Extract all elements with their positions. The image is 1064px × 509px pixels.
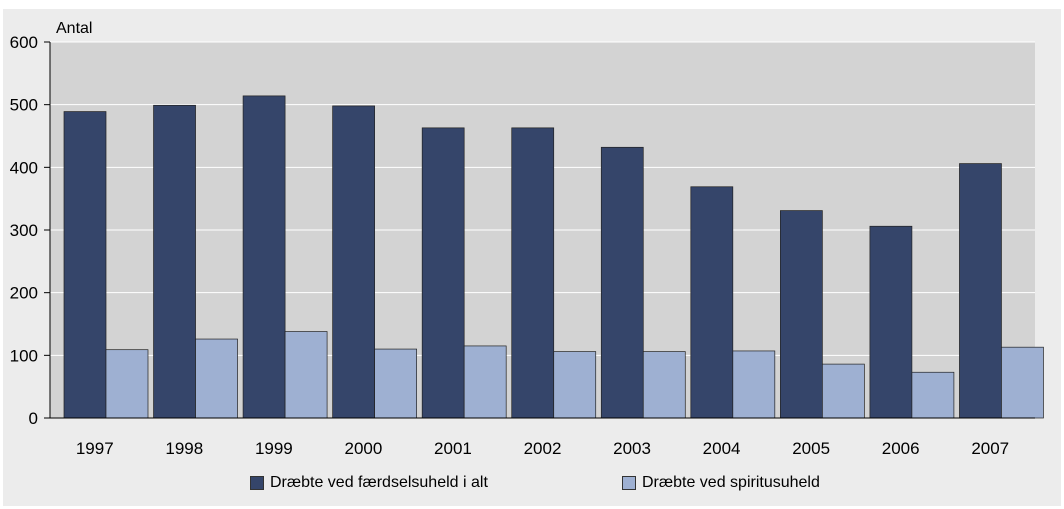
y-tick-label: 300 — [10, 221, 38, 240]
bar-alcohol — [732, 350, 776, 419]
x-tick-label: 2004 — [703, 439, 741, 458]
x-tick-label: 2006 — [882, 439, 920, 458]
legend-label-alcohol: Dræbte ved spiritusuheld — [642, 474, 820, 491]
legend-label-total: Dræbte ved færdselsuheld i alt — [270, 474, 488, 491]
bar-total — [332, 105, 375, 419]
y-axis-label: Antal — [56, 20, 92, 37]
bar-alcohol — [1001, 346, 1044, 419]
bar-alcohol — [105, 349, 149, 419]
bar-alcohol — [553, 351, 597, 419]
x-tick-label: 1999 — [255, 439, 293, 458]
bar-alcohol — [374, 348, 417, 419]
bar-alcohol — [195, 338, 238, 419]
legend-item-alcohol: Dræbte ved spiritusuheld — [622, 474, 820, 492]
bar-total — [600, 146, 644, 419]
axes: 0 100 200 300 400 500 600 1997 1998 1999 2000 2001 2… — [10, 33, 1035, 458]
x-tick-label: 2005 — [792, 439, 830, 458]
bar-alcohol — [463, 345, 507, 419]
bar-alcohol — [642, 351, 686, 419]
y-tick-label: 100 — [10, 346, 38, 365]
x-tick-label: 2007 — [971, 439, 1009, 458]
y-tick-label: 0 — [29, 409, 38, 428]
bar-total — [511, 127, 555, 419]
bar-total — [690, 186, 734, 419]
y-tick-label: 200 — [10, 284, 38, 303]
bar-alcohol — [911, 371, 955, 419]
y-tick-label: 600 — [10, 33, 38, 52]
bar-total — [153, 104, 196, 419]
x-tick-label: 2001 — [434, 439, 472, 458]
y-tick-label: 500 — [10, 96, 38, 115]
bar-alcohol — [284, 331, 328, 419]
x-tick-label: 1998 — [165, 439, 203, 458]
x-tick-label: 2003 — [613, 439, 651, 458]
legend-item-total: Dræbte ved færdselsuheld i alt — [250, 474, 488, 492]
x-tick-label: 2000 — [344, 439, 382, 458]
legend-swatch-alcohol — [622, 476, 636, 490]
bar-total — [242, 95, 286, 419]
bar-total — [959, 163, 1002, 419]
legend: Dræbte ved færdselsuheld i alt Dræbte ve… — [0, 474, 1064, 498]
y-tick-label: 400 — [10, 158, 38, 177]
bar-total — [869, 225, 913, 419]
legend-swatch-total — [250, 476, 264, 490]
bar-total — [780, 210, 823, 419]
bar-total — [421, 127, 465, 419]
x-tick-label: 2002 — [524, 439, 562, 458]
x-tick-label: 1997 — [76, 439, 114, 458]
bar-total — [63, 111, 107, 419]
bar-alcohol — [822, 363, 865, 419]
bars — [63, 95, 1044, 419]
